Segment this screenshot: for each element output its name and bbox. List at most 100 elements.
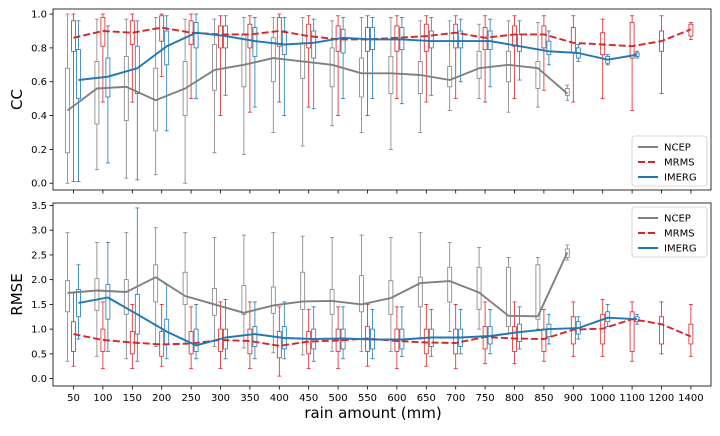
boxplot-imerg	[105, 25, 111, 164]
box	[252, 326, 258, 347]
boxplot-imerg	[458, 308, 464, 355]
box	[123, 55, 129, 122]
boxplot-mrms	[218, 301, 223, 370]
box	[629, 311, 635, 352]
boxplot-imerg	[546, 30, 552, 66]
box	[453, 328, 459, 355]
boxplots	[65, 207, 694, 377]
x-tick-label: 500	[329, 393, 348, 404]
boxplot-imerg	[311, 306, 317, 362]
box	[281, 30, 287, 56]
y-tick-label: 0.2	[31, 145, 47, 156]
boxplot-mrms	[306, 15, 312, 108]
x-axis-label: rain amount (mm)	[304, 404, 441, 422]
legend-label-imerg: IMERG	[664, 244, 697, 255]
series-line-mrms	[73, 318, 692, 347]
boxplot-imerg	[428, 17, 434, 96]
axes-frame	[52, 202, 712, 387]
boxplot-mrms	[276, 306, 282, 377]
boxplot-ncep	[123, 18, 129, 179]
boxplot-ncep	[535, 257, 541, 330]
boxplot-imerg	[487, 308, 493, 355]
boxplot-imerg	[252, 301, 258, 360]
boxplot-mrms	[423, 303, 429, 367]
x-tick-label: 900	[564, 393, 583, 404]
box	[447, 266, 453, 303]
boxplot-mrms	[482, 15, 488, 103]
series-line-imerg	[78, 31, 638, 81]
boxplot-mrms	[188, 306, 194, 370]
x-tick-label: 850	[534, 393, 553, 404]
boxplot-mrms	[159, 13, 165, 78]
legend-label-ncep: NCEP	[664, 214, 691, 225]
boxplot-ncep	[388, 237, 394, 352]
x-tick-label: 1100	[619, 393, 644, 404]
boxplot-imerg	[370, 308, 375, 360]
boxplot-mrms	[453, 15, 459, 100]
legend-label-ncep: NCEP	[664, 143, 691, 154]
boxplot-mrms	[71, 291, 76, 367]
box	[605, 311, 611, 323]
y-tick-label: 1.0	[31, 10, 47, 21]
box	[134, 294, 140, 335]
boxplot-mrms	[247, 15, 253, 113]
boxplot-ncep	[270, 232, 276, 354]
boxplot-imerg	[487, 18, 493, 88]
boxplot-ncep	[564, 244, 570, 261]
boxplot-ncep	[65, 232, 70, 362]
box	[453, 23, 459, 49]
x-tick-label: 300	[211, 393, 230, 404]
x-tick-label: 450	[299, 393, 318, 404]
box	[629, 22, 635, 59]
boxplot-ncep	[447, 20, 453, 111]
boxplot-mrms	[659, 15, 664, 94]
boxplot-ncep	[153, 227, 159, 347]
y-tick-label: 1.0	[31, 325, 47, 336]
boxplot-mrms	[541, 15, 547, 91]
boxplot-mrms	[423, 15, 429, 103]
boxplot-ncep	[329, 237, 335, 352]
boxplot-imerg	[311, 18, 317, 110]
boxplot-imerg	[164, 15, 170, 132]
x-tick-label: 1400	[678, 393, 703, 404]
boxplot-imerg	[223, 15, 228, 96]
box	[541, 25, 547, 49]
box	[417, 276, 423, 308]
box	[223, 328, 228, 350]
boxplot-ncep	[447, 242, 453, 332]
boxplot-imerg	[164, 284, 170, 360]
box	[241, 285, 247, 315]
boxplot-imerg	[428, 308, 434, 357]
boxplot-ncep	[506, 20, 511, 113]
box	[476, 50, 482, 79]
box	[458, 30, 464, 49]
x-tick-label: 650	[417, 393, 436, 404]
boxplot-imerg	[517, 306, 522, 350]
boxplot-ncep	[535, 22, 541, 108]
box	[476, 266, 482, 310]
box	[447, 66, 453, 88]
x-tick-label: 400	[270, 393, 289, 404]
box	[65, 280, 70, 313]
box	[517, 33, 522, 52]
x-tick-label: 550	[358, 393, 377, 404]
box	[512, 25, 517, 47]
boxplot-mrms	[71, 13, 76, 182]
boxplot-mrms	[570, 15, 576, 103]
boxplot-ncep	[94, 18, 100, 171]
x-tick-label: 800	[505, 393, 524, 404]
box	[218, 25, 223, 49]
y-tick-label: 3.0	[31, 226, 47, 237]
boxplot-imerg	[399, 17, 405, 105]
boxplot-imerg	[134, 207, 140, 362]
box	[564, 248, 570, 258]
boxplot-ncep	[359, 234, 364, 352]
y-tick-label: 0.5	[31, 349, 47, 360]
boxplot-ncep	[329, 20, 335, 127]
boxplot-mrms	[453, 303, 459, 370]
box	[182, 271, 188, 305]
box	[193, 328, 199, 352]
y-tick-label: 2.0	[31, 275, 47, 286]
boxplot-mrms	[129, 303, 135, 370]
box	[482, 27, 488, 50]
